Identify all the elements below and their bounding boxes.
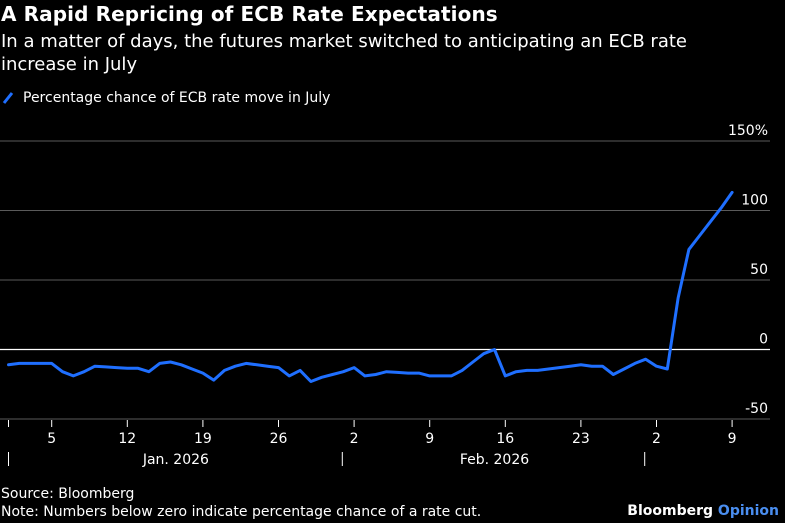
brand-name: Bloomberg xyxy=(627,503,714,519)
legend-label: Percentage chance of ECB rate move in Ju… xyxy=(23,90,331,106)
chart-title: A Rapid Repricing of ECB Rate Expectatio… xyxy=(1,2,498,26)
x-tick-label: 9 xyxy=(728,431,737,447)
brand-suffix: Opinion xyxy=(717,503,779,519)
x-tick-label: 2 xyxy=(652,431,661,447)
x-axis: 5 12 19 26 2 9 16 23 2 9 Jan. 2026 Feb. 2026 xyxy=(8,420,737,468)
x-tick-label: 16 xyxy=(496,431,514,447)
y-tick-label: 0 xyxy=(759,332,768,348)
legend: Percentage chance of ECB rate move in Ju… xyxy=(1,90,330,106)
y-tick-label: 100 xyxy=(741,193,768,209)
y-tick-label: 50 xyxy=(750,262,768,278)
x-tick-label: 19 xyxy=(194,431,212,447)
series-layer xyxy=(7,190,734,383)
brand-logo: Bloomberg Opinion xyxy=(627,503,779,519)
x-tick-label: 12 xyxy=(118,431,136,447)
chart-subtitle: In a matter of days, the futures market … xyxy=(1,31,687,75)
grid-layer xyxy=(0,140,770,420)
x-tick-label: 23 xyxy=(572,431,590,447)
y-tick-label: 150% xyxy=(728,123,768,139)
series-line xyxy=(7,190,734,383)
source-note: Source: Bloomberg xyxy=(1,486,135,502)
x-tick-label: 26 xyxy=(270,431,288,447)
period-label: Jan. 2026 xyxy=(142,452,209,468)
y-axis: 150% 100 50 0 -50 xyxy=(728,123,768,417)
period-label: Feb. 2026 xyxy=(460,452,529,468)
y-tick-label: -50 xyxy=(745,401,768,417)
x-tick-label: 9 xyxy=(425,431,434,447)
x-tick-label: 2 xyxy=(350,431,359,447)
x-tick-label: 5 xyxy=(47,431,56,447)
legend-line-icon xyxy=(1,91,15,105)
chart-note: Note: Numbers below zero indicate percen… xyxy=(1,504,482,520)
